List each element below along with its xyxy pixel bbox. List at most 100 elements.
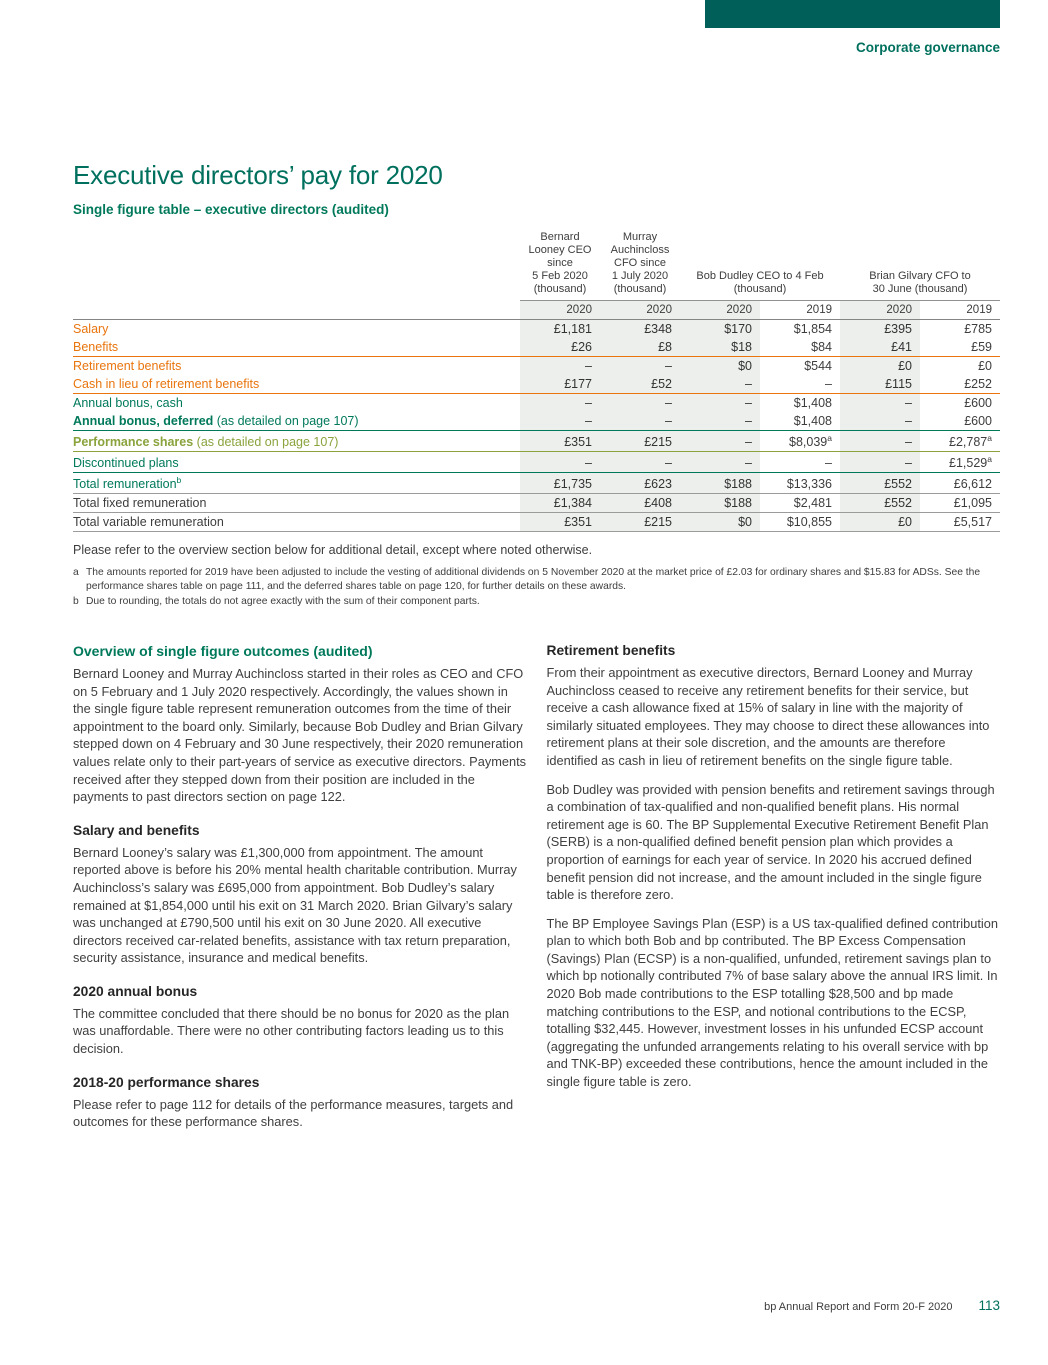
footnote-marker: a bbox=[987, 433, 992, 443]
cell-value: $0 bbox=[680, 356, 760, 375]
cell-value: – bbox=[680, 412, 760, 431]
year-header: 2019 bbox=[920, 300, 1000, 320]
row-performance-shares: Performance shares (as detailed on page … bbox=[73, 430, 1000, 453]
row-label: Total variable remuneration bbox=[73, 512, 520, 533]
cell-value: – bbox=[760, 451, 840, 474]
cell-value: $0 bbox=[680, 512, 760, 533]
table-subtitle: Single figure table – executive director… bbox=[73, 202, 389, 217]
cell-value: £6,612 bbox=[920, 472, 1000, 495]
cell-value: £1,095 bbox=[920, 493, 1000, 514]
row-total-remuneration: Total remunerationb £1,735 £623 $188 $13… bbox=[73, 472, 1000, 495]
cell-value: £1,181 bbox=[520, 319, 600, 338]
footnote-marker: a bbox=[827, 433, 832, 443]
footnote-text: The amounts reported for 2019 have been … bbox=[86, 567, 981, 592]
row-label-text: Total remuneration bbox=[73, 477, 177, 492]
paragraph-performance-shares: Please refer to page 112 for details of … bbox=[73, 1096, 514, 1130]
page-number: 113 bbox=[978, 1298, 1000, 1313]
cell-value: £1,384 bbox=[520, 493, 600, 514]
row-label-suffix: (as detailed on page 107) bbox=[193, 435, 339, 450]
year-header: 2020 bbox=[680, 300, 760, 320]
paragraph-annual-bonus: The committee concluded that there shoul… bbox=[73, 1005, 510, 1057]
cell-value: – bbox=[520, 356, 600, 375]
cell-value: £1,735 bbox=[520, 472, 600, 495]
cell-value: $8,039a bbox=[760, 430, 840, 453]
empty-header-cell bbox=[73, 300, 520, 320]
cell-value: £395 bbox=[840, 319, 920, 338]
footnotes: a The amounts reported for 2019 have bee… bbox=[73, 566, 1000, 609]
cell-value: £600 bbox=[964, 396, 992, 410]
cell-value: £177 bbox=[520, 375, 600, 394]
cell-value: – bbox=[520, 393, 600, 412]
cell-value: £52 bbox=[600, 375, 680, 394]
cell-value: $10,855 bbox=[760, 512, 840, 533]
footnote-text: Due to rounding, the totals do not agree… bbox=[86, 596, 480, 608]
year-header: 2020 bbox=[840, 300, 920, 320]
cell-value: £351 bbox=[520, 430, 600, 453]
cell-value: – bbox=[520, 451, 600, 474]
cell-value: – bbox=[760, 375, 840, 394]
table-note: Please refer to the overview section bel… bbox=[73, 543, 593, 558]
heading-overview: Overview of single figure outcomes (audi… bbox=[73, 642, 373, 659]
footer-report-title: bp Annual Report and Form 20-F 2020 bbox=[764, 1301, 953, 1313]
cell-value: £5,517 bbox=[920, 512, 1000, 533]
cell-value: – bbox=[680, 451, 760, 474]
cell-value: £0 bbox=[840, 356, 920, 375]
cell-value: £0 bbox=[840, 512, 920, 533]
row-annual-bonus-cash: Annual bonus, cash – – – $1,408 – £600 bbox=[73, 393, 1000, 412]
table-header-names: Bernard Looney CEO since 5 Feb 2020 (tho… bbox=[73, 231, 1000, 301]
cell-value: £0 bbox=[978, 359, 992, 373]
table-header-years: 2020 2020 2020 2019 2020 2019 bbox=[73, 300, 1000, 320]
cell-value: £26 bbox=[520, 338, 600, 357]
paragraph-retirement-3: The BP Employee Savings Plan (ESP) is a … bbox=[546, 915, 998, 1090]
footnote-mark: a bbox=[73, 567, 79, 579]
col-header-murray-auchincloss: Murray Auchincloss CFO since 1 July 2020… bbox=[600, 231, 680, 301]
row-label: Total remunerationb bbox=[73, 472, 520, 495]
row-cash-in-lieu: Cash in lieu of retirement benefits £177… bbox=[73, 375, 1000, 394]
cell-value: £600 bbox=[920, 412, 1000, 431]
cell-value: £785 bbox=[964, 322, 992, 336]
row-retirement-benefits: Retirement benefits – – $0 $544 £0 £0 bbox=[73, 356, 1000, 375]
cell-value: – bbox=[600, 451, 680, 474]
cell-value: £2,787a bbox=[920, 430, 1000, 453]
row-label-suffix: (as detailed on page 107) bbox=[213, 414, 359, 428]
row-label: Annual bonus, cash bbox=[73, 396, 183, 410]
row-label: Annual bonus, deferred (as detailed on p… bbox=[73, 412, 520, 431]
empty-header-cell bbox=[73, 231, 520, 301]
cell-value: £348 bbox=[600, 319, 680, 338]
heading-salary-benefits: Salary and benefits bbox=[73, 822, 200, 838]
row-benefits: Benefits £26 £8 $18 $84 £41 £59 bbox=[73, 338, 1000, 357]
row-label-text: Annual bonus, deferred bbox=[73, 414, 214, 428]
section-label: Corporate governance bbox=[855, 40, 1000, 55]
cell-value: – bbox=[840, 430, 920, 453]
cell-value: £552 bbox=[840, 493, 920, 514]
cell-value: $170 bbox=[680, 319, 760, 338]
cell-value: $18 bbox=[680, 338, 760, 357]
footnote-marker: a bbox=[987, 454, 992, 465]
col-header-bernard-looney: Bernard Looney CEO since 5 Feb 2020 (tho… bbox=[520, 231, 600, 301]
footnote-b: b Due to rounding, the totals do not agr… bbox=[73, 595, 1000, 609]
right-column: Retirement benefits From their appointme… bbox=[547, 643, 1001, 1142]
cell-value: $188 bbox=[680, 493, 760, 514]
row-annual-bonus-deferred: Annual bonus, deferred (as detailed on p… bbox=[73, 412, 1000, 431]
cell-value: £408 bbox=[600, 493, 680, 514]
year-header: 2020 bbox=[600, 300, 680, 320]
row-label: Discontinued plans bbox=[73, 451, 520, 474]
cell-value: £351 bbox=[520, 512, 600, 533]
cell-value: £215 bbox=[600, 512, 680, 533]
row-label: Performance shares (as detailed on page … bbox=[73, 430, 520, 453]
cell-value: – bbox=[600, 356, 680, 375]
page-content: Executive directors’ pay for 2020 Single… bbox=[0, 160, 1048, 1142]
paragraph-retirement-2: Bob Dudley was provided with pension ben… bbox=[546, 781, 995, 903]
row-label: Cash in lieu of retirement benefits bbox=[73, 375, 520, 394]
row-total-variable-remuneration: Total variable remuneration £351 £215 $0… bbox=[73, 512, 1000, 533]
cell-value: $1,408 bbox=[793, 396, 832, 410]
two-column-text: Overview of single figure outcomes (audi… bbox=[73, 643, 1000, 1142]
cell-value: – bbox=[840, 393, 920, 412]
cell-value: £115 bbox=[840, 375, 920, 394]
cell-value: – bbox=[600, 393, 680, 412]
left-column: Overview of single figure outcomes (audi… bbox=[73, 643, 527, 1142]
cell-value: £8 bbox=[600, 338, 680, 357]
cell-value: $2,481 bbox=[760, 493, 840, 514]
footnote-mark: b bbox=[73, 596, 79, 608]
